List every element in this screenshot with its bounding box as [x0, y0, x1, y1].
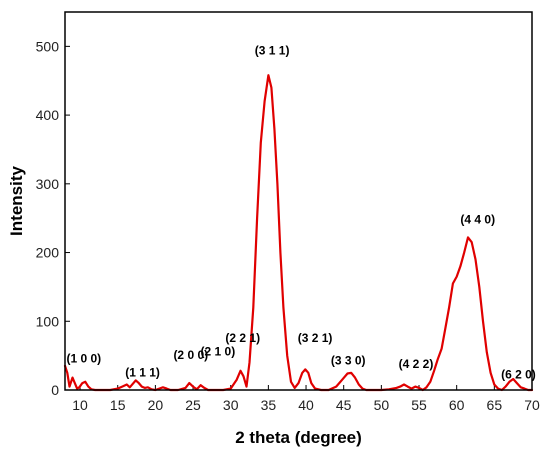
peak-label: (3 3 0) [331, 354, 366, 368]
intensity-line [63, 74, 534, 392]
y-tick-label: 300 [36, 176, 60, 192]
peak-label: (1 0 0) [66, 352, 101, 366]
peak-label: (3 1 1) [255, 44, 290, 58]
peak-label: (2 1 0) [201, 345, 236, 359]
axis-ticks: 10 15 20 25 30 35 40 45 50 55 60 65 70 0 100 200 300 400 5… [36, 38, 540, 413]
x-tick-label: 40 [298, 397, 314, 413]
x-tick-label: 35 [261, 397, 277, 413]
y-tick-label: 100 [36, 313, 60, 329]
y-tick-label: 200 [36, 245, 60, 261]
peak-label: (6 2 0) [501, 367, 536, 381]
x-tick-label: 20 [148, 397, 164, 413]
x-tick-label: 30 [223, 397, 239, 413]
plot-frame [64, 11, 533, 391]
x-tick-label: 50 [374, 397, 390, 413]
y-tick-label: 500 [36, 38, 60, 54]
x-tick-label: 65 [487, 397, 503, 413]
x-tick-label: 55 [411, 397, 427, 413]
x-axis-title: 2 theta (degree) [235, 428, 362, 447]
x-tick-label: 70 [524, 397, 540, 413]
peak-label: (3 2 1) [298, 331, 333, 345]
peak-label: (4 4 0) [460, 213, 495, 227]
x-tick-label: 25 [185, 397, 201, 413]
y-axis-title: Intensity [7, 166, 26, 236]
x-tick-label: 10 [72, 397, 88, 413]
y-tick-label: 0 [51, 382, 59, 398]
series-layer [63, 74, 534, 392]
peak-annotations: (1 0 0) (1 1 1) (2 0 0)(2 1 0)(2 2 1) (3 1 … [66, 44, 535, 382]
y-tick-label: 400 [36, 107, 60, 123]
x-tick-label: 60 [449, 397, 465, 413]
peak-label: (1 1 1) [125, 365, 160, 379]
peak-label: (4 2 2) [399, 357, 434, 371]
peak-label: (2 2 1) [225, 331, 260, 345]
x-tick-label: 15 [110, 397, 126, 413]
x-tick-label: 45 [336, 397, 352, 413]
peak-label: (2 0 0) [173, 348, 208, 362]
